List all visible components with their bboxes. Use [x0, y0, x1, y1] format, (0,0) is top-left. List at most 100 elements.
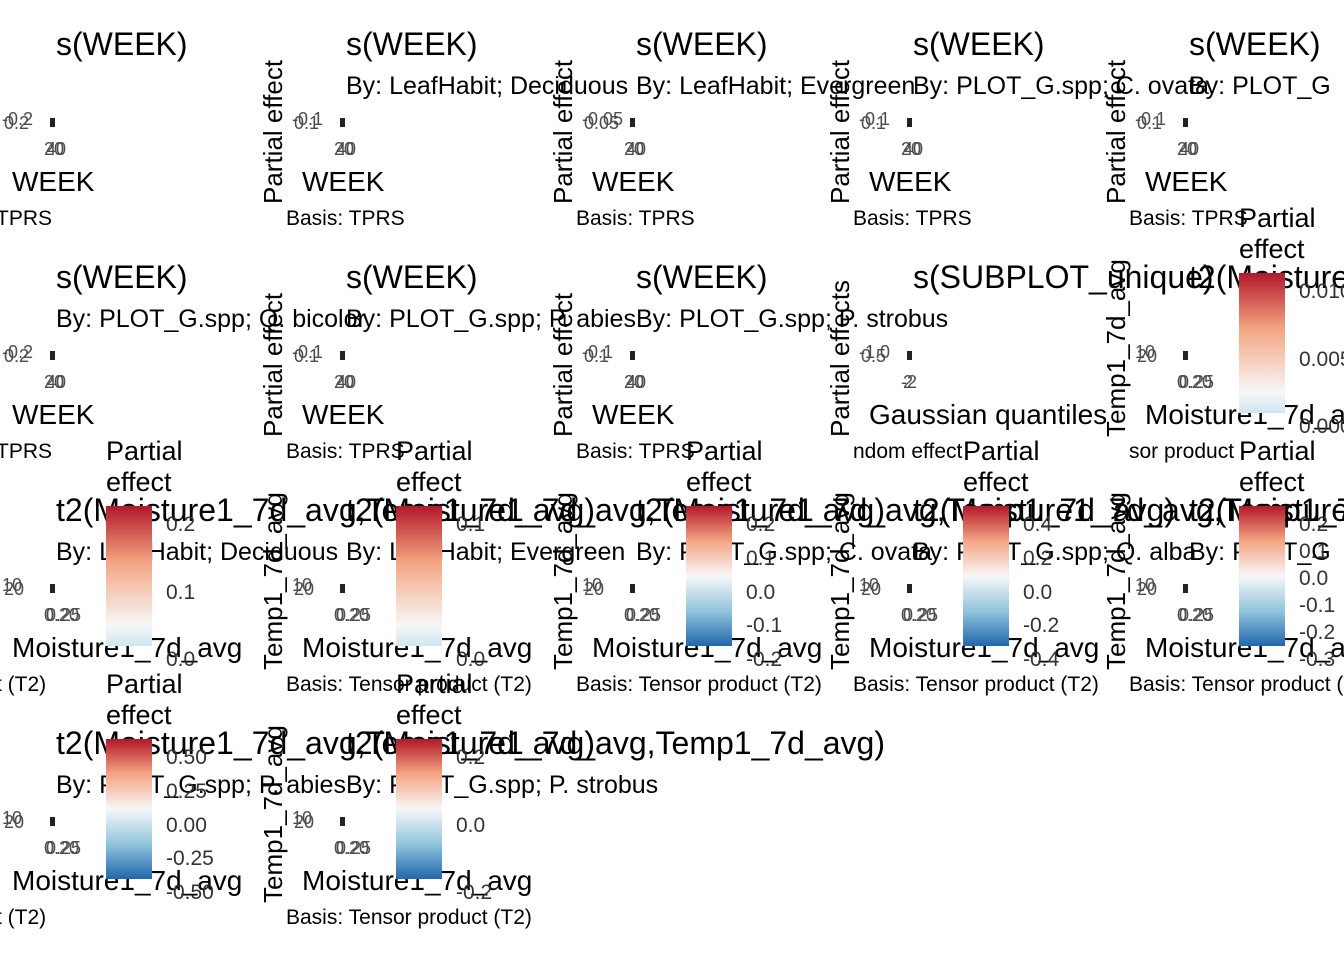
y-axis-title: Temp1_7d_avg [1101, 492, 1131, 670]
y-axis-title: Temp1_7d_avg [258, 492, 288, 670]
legend-title: Partial effect [1239, 203, 1316, 265]
legend-tick-label: -0.1 [746, 614, 783, 638]
y-tick-label: -0.2 [2, 109, 34, 129]
legend-tick-label: 0.50 [166, 746, 207, 769]
x-tick-label: 20 [44, 139, 65, 159]
legend-tick-label: -0.4 [1023, 648, 1060, 671]
panel-caption: TPRS [0, 207, 53, 230]
panel-caption: t (T2) [0, 673, 47, 696]
panel-caption: Basis: Tensor product (T2) [1129, 673, 1344, 696]
x-tick-label: 40 [626, 139, 647, 159]
y-tick-label: 20 [4, 812, 25, 832]
panel-subtitle: By: LeafHabit; Evergreen [346, 538, 626, 566]
y-tick-label: 20 [1137, 579, 1158, 599]
y-axis-title: Partial effect [258, 292, 288, 437]
panel-subtitle: By: PLOT_G.spp; C. ovata [636, 538, 932, 566]
x-tick-label: 40 [46, 372, 67, 392]
panel-subtitle: By: PLOT_G.spp; C. ovata [913, 72, 1209, 100]
legend-tick-label: 0.0 [456, 648, 486, 671]
x-tick-label: 0.20 [624, 605, 660, 625]
plot-panel-mark [340, 584, 345, 593]
x-tick-label: 0.20 [44, 605, 80, 625]
legend-tick-label: -0.1 [1299, 594, 1336, 617]
x-tick-label: 0.25 [336, 838, 372, 858]
legend-tick-label: 0.25 [166, 779, 207, 803]
panel-subtitle: By: PLOT_G.spp; P. strobus [636, 305, 949, 333]
legend-tick-label: 0.005 [1299, 347, 1344, 371]
panel-caption: TPRS [0, 440, 53, 463]
plot-panel-mark [50, 584, 55, 593]
panel-caption: Basis: Tensor product (T2) [286, 673, 532, 696]
x-tick-label: 40 [336, 139, 357, 159]
y-tick-label: 20 [861, 579, 882, 599]
y-axis-title: Partial effects [825, 279, 855, 437]
panel-subtitle: By: PLOT_G.spp; P. abies [346, 305, 636, 333]
x-tick-label: 0.20 [1177, 372, 1213, 392]
plot-panel-mark [630, 118, 635, 127]
legend-title: Partial effect [396, 669, 473, 731]
panel-caption: ndom effect [853, 440, 963, 463]
panel-caption: sor product [1129, 440, 1235, 463]
panel-subtitle: By: PLOT_G.spp; Q. alba [913, 538, 1197, 566]
panel-subtitle: By: PLOT_G.spp; P. abies [56, 771, 346, 799]
y-tick-label: 0.5 [861, 346, 887, 366]
panel-caption: Basis: TPRS [286, 207, 405, 230]
panel-title: s(WEEK) [346, 259, 478, 295]
x-tick-label: 0.25 [336, 605, 372, 625]
x-tick-label: 20 [334, 139, 355, 159]
panel-caption: Basis: TPRS [1129, 207, 1248, 230]
x-tick-label: 20 [901, 139, 922, 159]
x-tick-label: 0.25 [1179, 372, 1215, 392]
x-tick-label: 20 [624, 139, 645, 159]
panel-caption: Basis: TPRS [286, 440, 405, 463]
panel-subtitle: By: LeafHabit; Deciduous [56, 538, 339, 566]
y-tick-label: 10 [292, 808, 313, 828]
x-tick-label: 0.25 [1179, 605, 1215, 625]
panel-title: s(WEEK) [1189, 26, 1321, 62]
x-tick-label: 0.20 [901, 605, 937, 625]
x-tick-label: 0.25 [46, 605, 82, 625]
x-axis-title: WEEK [12, 399, 95, 430]
x-tick-label: 0.25 [46, 838, 82, 858]
plot-panel-mark [630, 584, 635, 593]
legend-tick-label: -0.2 [1299, 621, 1336, 644]
legend-tick-label: 0.1 [1299, 540, 1329, 563]
y-tick-label: 0.1 [294, 346, 320, 366]
plot-panel-mark [50, 351, 55, 360]
legend-tick-label: 0.000 [1299, 415, 1344, 438]
y-tick-label: 10 [582, 575, 603, 595]
legend-colorbar [1239, 273, 1285, 413]
plot-panel-mark [50, 118, 55, 127]
y-tick-label: 0.1 [584, 346, 610, 366]
legend-tick-label: -0.2 [456, 881, 493, 904]
y-axis-title: Partial effect [548, 59, 578, 204]
x-tick-label: 40 [46, 139, 67, 159]
legend-tick-label: 0.4 [1023, 513, 1053, 536]
legend-title: Partial effect [686, 436, 763, 498]
legend-colorbar [1239, 506, 1285, 646]
y-axis-title: Temp1_7d_avg [258, 725, 288, 903]
legend-title: Partial effect [396, 436, 473, 498]
legend-tick-label: 0.2 [166, 513, 196, 536]
y-tick-label: -0.1 [292, 342, 324, 362]
legend-colorbar [106, 739, 152, 879]
legend-tick-label: 0.0 [1299, 567, 1329, 590]
y-tick-label: 0.05 [584, 113, 620, 133]
y-tick-label: 10 [859, 575, 880, 595]
x-tick-label: 0.20 [1177, 605, 1213, 625]
panel-caption: Basis: TPRS [853, 207, 972, 230]
x-axis-title: Gaussian quantiles [869, 399, 1108, 430]
plot-panel-mark [340, 118, 345, 127]
x-tick-label: 20 [624, 372, 645, 392]
legend-colorbar [396, 739, 442, 879]
y-tick-label: 20 [584, 579, 605, 599]
x-tick-label: 20 [44, 372, 65, 392]
y-tick-label: 10 [2, 808, 23, 828]
panel-caption: Basis: TPRS [576, 440, 695, 463]
legend-tick-label: 0.0 [456, 813, 486, 837]
x-tick-label: 0.20 [44, 838, 80, 858]
x-tick-label: 0.20 [334, 605, 370, 625]
panel-caption: Basis: Tensor product (T2) [576, 673, 822, 696]
legend-colorbar [106, 506, 152, 646]
x-axis-title: WEEK [302, 166, 385, 197]
